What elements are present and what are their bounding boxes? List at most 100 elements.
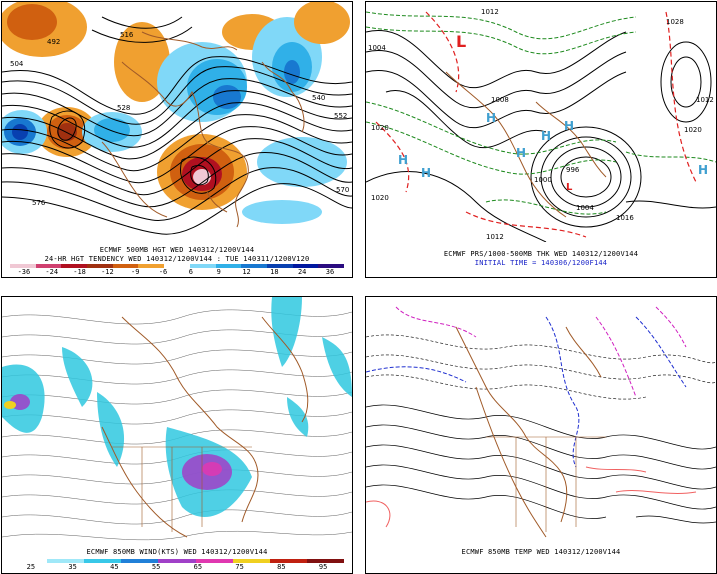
wind-speed-fills <box>2 297 352 517</box>
wind-speed-yellow <box>4 401 16 409</box>
height-contours <box>2 16 352 235</box>
colorbar-swatch <box>138 264 165 268</box>
panel-500mb-height: 492 504 516 528 540 552 570 576 ECMWF 50… <box>1 1 353 278</box>
low-center: L <box>566 182 573 193</box>
low-center: L <box>456 32 466 51</box>
colorbar-tick: -18 <box>73 268 86 276</box>
colorbar-swatch <box>158 559 196 563</box>
state-borders <box>486 436 606 532</box>
temperature-map <box>366 306 716 538</box>
contour-label: 516 <box>120 31 134 39</box>
initial-time: INITIAL TIME = 140306/1200F144 <box>474 259 608 267</box>
contour-label: 540 <box>312 94 325 102</box>
isobar-label: 1028 <box>666 18 684 26</box>
wind-map <box>2 297 352 541</box>
contour-labels: 492 504 516 528 540 552 570 576 <box>10 31 349 207</box>
isobar-label: 1008 <box>491 96 509 104</box>
high-center: H <box>564 119 574 133</box>
coastlines <box>445 71 607 218</box>
thickness-warm <box>375 11 697 238</box>
colorbar-swatch <box>164 264 190 268</box>
pressure-thickness-map: 1012 1020 1004 1008 1012 1016 1020 996 1… <box>366 8 716 242</box>
state-borders <box>112 446 252 532</box>
colorbar-tick: 85 <box>277 563 286 571</box>
thickness-cold <box>366 11 716 215</box>
colorbar-swatch <box>215 264 242 268</box>
high-center: H <box>516 146 526 160</box>
coastlines <box>455 326 602 538</box>
colorbar-tick: -6 <box>158 268 168 276</box>
coastlines <box>101 316 309 538</box>
isobar-label: 1020 <box>684 126 702 134</box>
isobar-label: 1012 <box>486 233 504 241</box>
panel-subtitle: 24-HR HGT TENDENCY WED 140312/1200V144 :… <box>44 255 310 263</box>
contour-label: 576 <box>32 199 46 207</box>
coastlines <box>101 31 305 228</box>
colorbar-swatch <box>195 559 233 563</box>
colorbar-tick: 24 <box>297 268 307 276</box>
colorbar-swatch <box>241 264 267 268</box>
colorbar-tick: 25 <box>26 563 36 571</box>
panel-title: ECMWF PRS/1000-500MB THK WED 140312/1200… <box>443 250 639 258</box>
wind-colorbar-ticks: 25 35 45 55 65 75 85 95 <box>10 563 344 571</box>
wind-colorbar <box>10 559 344 563</box>
isobar-label: 1020 <box>371 194 389 202</box>
colorbar-swatch <box>121 559 159 563</box>
colorbar-swatch <box>266 264 293 268</box>
contour-label: 528 <box>117 104 130 112</box>
temp-contours-dashed <box>366 334 716 400</box>
pressure-centers: L L H H H H H H H <box>398 32 708 193</box>
contour-label: 570 <box>336 186 349 194</box>
colorbar-tick: 6 <box>188 268 193 276</box>
high-center: H <box>421 166 431 180</box>
isobar-label: 1004 <box>368 44 386 52</box>
pressure-labels: 1012 1020 1004 1008 1012 1016 1020 996 1… <box>368 8 714 241</box>
high-center: H <box>541 129 551 143</box>
colorbar-tick: -12 <box>101 268 114 276</box>
colorbar-tick: 9 <box>216 268 221 276</box>
colorbar-tick: 45 <box>110 563 119 571</box>
colorbar-swatch <box>84 559 122 563</box>
contour-label: 552 <box>334 112 347 120</box>
colorbar-tick: -9 <box>131 268 140 276</box>
colorbar-swatch <box>35 264 62 268</box>
panel-850mb-wind: ECMWF 850MB WIND(KTS) WED 140312/1200V14… <box>1 296 353 574</box>
temp-contours-very-cold <box>395 306 687 398</box>
isobar-label: 1020 <box>371 124 389 132</box>
panel-850mb-temp: ECMWF 850MB TEMP WED 140312/1200V144 <box>365 296 717 574</box>
colorbar-tick: 95 <box>318 563 328 571</box>
colorbar-tick: 75 <box>235 563 244 571</box>
isobar-label: 1012 <box>696 96 714 104</box>
tendency-fills <box>2 2 350 224</box>
colorbar-tick: -36 <box>17 268 31 276</box>
tendency-colorbar-ticks: -36 -24 -18 -12 -9 -6 6 9 12 18 24 36 <box>10 268 344 276</box>
colorbar-swatch <box>189 264 216 268</box>
colorbar-swatch <box>10 559 48 563</box>
isobar-label: 1000 <box>534 176 552 184</box>
colorbar-tick: 55 <box>151 563 161 571</box>
panel-title: ECMWF 850MB TEMP WED 140312/1200V144 <box>461 548 621 556</box>
contour-label: 492 <box>47 38 60 46</box>
panel-title: ECMWF 850MB WIND(KTS) WED 140312/1200V14… <box>86 548 268 556</box>
colorbar-swatch <box>318 264 344 268</box>
colorbar-swatch <box>306 559 344 563</box>
temp-contours-warm <box>366 466 697 528</box>
temp-contours-cold <box>366 316 687 468</box>
colorbar-swatch <box>61 264 88 268</box>
isobar-label: 1012 <box>481 8 499 16</box>
isobars <box>366 30 716 242</box>
colorbar-swatch <box>87 264 113 268</box>
high-center: H <box>698 163 708 177</box>
colorbar-tick: 18 <box>270 268 279 276</box>
colorbar-swatch <box>292 264 319 268</box>
isobar-label: 1004 <box>576 204 594 212</box>
wind-speed-max <box>202 462 222 476</box>
contour-label: 504 <box>10 60 24 68</box>
tendency-colorbar <box>10 264 344 268</box>
isobar-label: 996 <box>566 166 580 174</box>
panel-title: ECMWF 500MB HGT WED 140312/1200V144 <box>99 246 255 254</box>
colorbar-swatch <box>10 264 36 268</box>
colorbar-tick: 12 <box>242 268 251 276</box>
panel-pressure-thickness: 1012 1020 1004 1008 1012 1016 1020 996 1… <box>365 1 717 278</box>
isobar-label: 1016 <box>616 214 634 222</box>
